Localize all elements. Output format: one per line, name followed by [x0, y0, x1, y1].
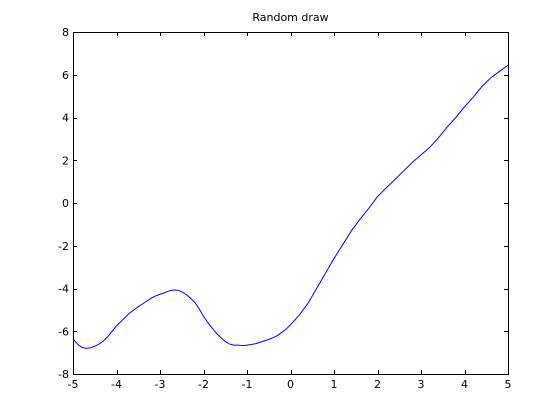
x-tick-label: 4 [461, 378, 468, 391]
x-tick-label: 5 [505, 378, 512, 391]
series-line [72, 64, 509, 349]
x-axis: -5 -4 -3 -2 -1 0 1 2 3 4 5 [68, 32, 512, 391]
x-tick-label: 3 [418, 378, 425, 391]
x-tick-label: 1 [331, 378, 338, 391]
y-tick-label: 0 [62, 197, 69, 210]
y-tick-label: 6 [62, 69, 69, 82]
x-tick-label: 2 [374, 378, 381, 391]
y-tick-label: 2 [62, 154, 69, 167]
y-tick-label: -6 [58, 325, 69, 338]
y-tick-label: -2 [58, 240, 69, 253]
y-tick-label: -4 [58, 283, 69, 296]
x-tick-label: -3 [155, 378, 166, 391]
chart-title: Random draw [252, 11, 328, 24]
y-tick-label: 8 [62, 26, 69, 39]
x-tick-label: -5 [68, 378, 79, 391]
x-tick-label: -2 [198, 378, 209, 391]
y-axis: -8 -6 -4 -2 0 2 4 6 8 [58, 26, 508, 381]
x-tick-label: -4 [111, 378, 122, 391]
y-tick-label: -8 [58, 368, 69, 381]
x-tick-label: 0 [287, 378, 294, 391]
x-tick-label: -1 [242, 378, 253, 391]
plot-frame [73, 32, 509, 375]
y-tick-label: 4 [62, 112, 69, 125]
